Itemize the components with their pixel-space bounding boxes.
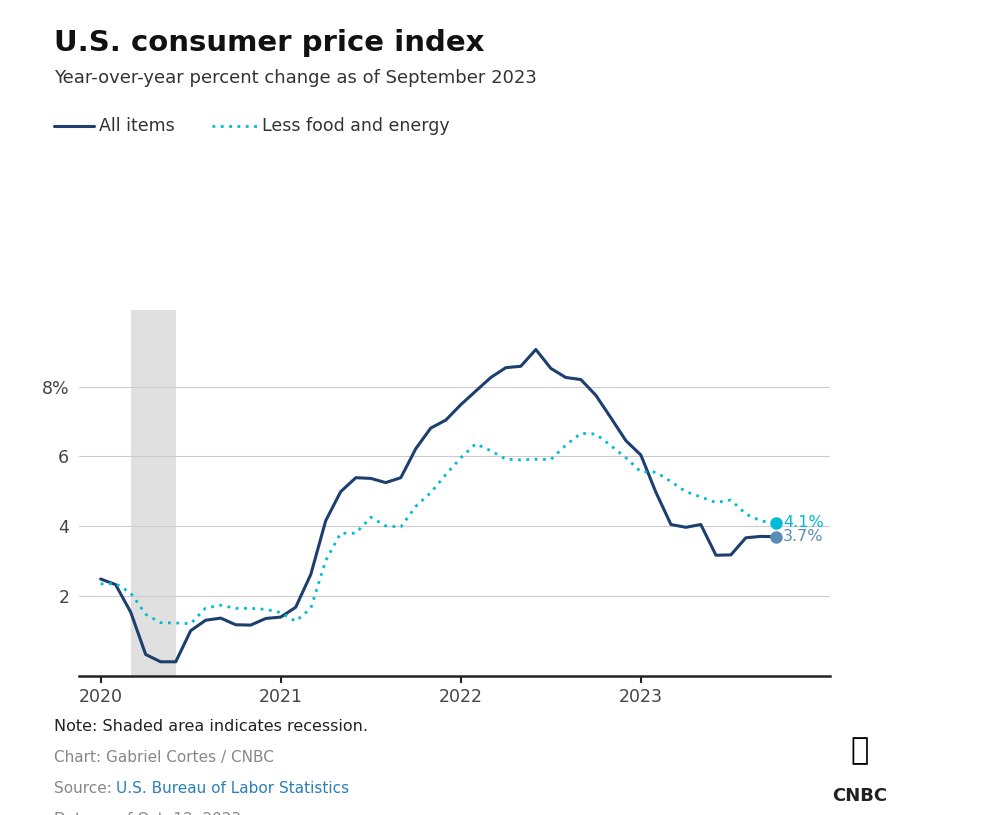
Text: Year-over-year percent change as of September 2023: Year-over-year percent change as of Sept… [54,69,537,87]
Text: CNBC: CNBC [832,787,887,805]
Text: Note: Shaded area indicates recession.: Note: Shaded area indicates recession. [54,719,369,734]
Text: 3.7%: 3.7% [783,529,824,544]
Text: 🦚: 🦚 [851,736,868,764]
Text: Source:: Source: [54,781,118,795]
Text: Chart: Gabriel Cortes / CNBC: Chart: Gabriel Cortes / CNBC [54,750,275,764]
Text: U.S. consumer price index: U.S. consumer price index [54,29,485,56]
Text: 4.1%: 4.1% [783,515,824,531]
Text: Less food and energy: Less food and energy [262,117,450,135]
Text: All items: All items [99,117,175,135]
Bar [130,310,176,676]
Text: U.S. Bureau of Labor Statistics: U.S. Bureau of Labor Statistics [116,781,349,795]
Text: Data as of Oct. 12, 2023: Data as of Oct. 12, 2023 [54,812,241,815]
